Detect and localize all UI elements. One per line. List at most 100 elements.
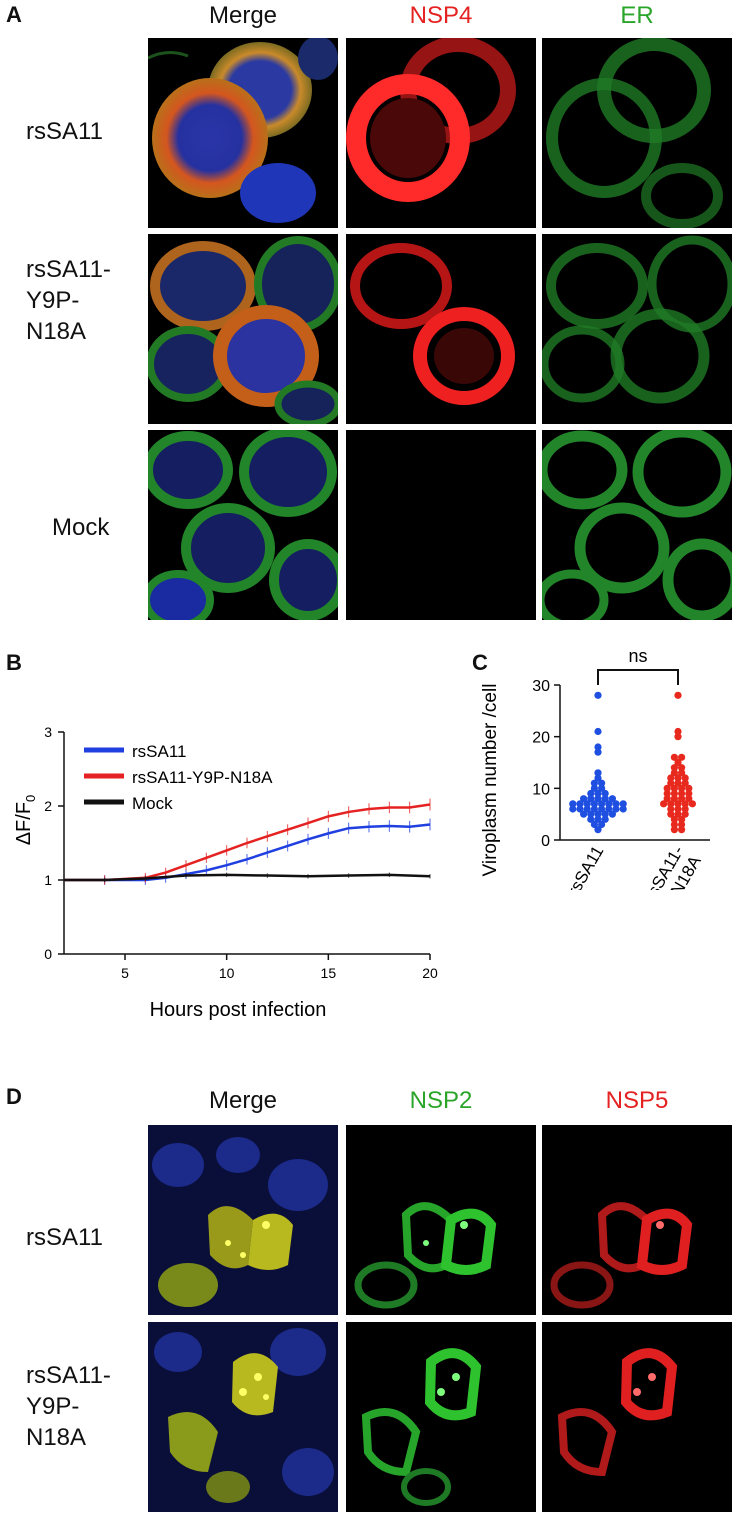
- panel-c-point-1: [674, 800, 682, 808]
- micrograph-a-mutant-nsp4: [346, 234, 536, 424]
- panel-c-point-1: [667, 810, 675, 818]
- panel-a-row-label-3: Mock: [52, 512, 109, 543]
- panel-letter-d: D: [6, 1084, 22, 1109]
- panel-d-col-nsp5: NSP5: [605, 1087, 669, 1114]
- panel-c-point-0: [580, 795, 588, 803]
- panel-c-point-0: [576, 800, 584, 808]
- panel-c-point-0: [608, 810, 616, 818]
- micrograph-a-rssa11-nsp4: [346, 38, 536, 228]
- panel-d-col-merge: Merge: [208, 1087, 278, 1114]
- panel-c-point-0: [598, 820, 606, 829]
- panel-c-point-1: [681, 810, 689, 818]
- panel-c-ylabel: Viroplasm number /cell: [480, 684, 501, 877]
- panel-c-point-1: [678, 789, 686, 798]
- panel-c-point-1: [681, 800, 689, 808]
- panel-c-point-0: [587, 810, 595, 818]
- panel-c-point-1: [674, 733, 682, 741]
- panel-c-point-0: [598, 800, 606, 808]
- panel-c-category-line: rsSA11: [564, 843, 608, 891]
- panel-d-row-label-2: rsSA11- Y9P- N18A: [26, 1360, 111, 1453]
- panel-c-point-0: [601, 810, 609, 818]
- row-label-line: Y9P-: [26, 287, 80, 314]
- panel-c-point-1: [670, 826, 678, 834]
- panel-c-point-1: [674, 774, 682, 782]
- panel-b-xtick-label: 10: [219, 965, 235, 981]
- row-label-line: Y9P-: [26, 1393, 80, 1420]
- panel-c-point-0: [594, 727, 602, 736]
- panel-c-point-1: [681, 779, 689, 787]
- panel-c-point-1: [667, 805, 675, 813]
- significance-bracket: [597, 669, 679, 685]
- panel-c-point-1: [678, 815, 686, 823]
- panel-c-point-1: [670, 820, 678, 829]
- panel-c-point-0: [590, 784, 598, 792]
- panel-c-point-0: [601, 789, 609, 798]
- row-label-line: N18A: [26, 318, 87, 345]
- panel-b-chart: 0 1 2 3 5 10 15 20 ΔF/F0 Hours post infection r…: [13, 724, 438, 1021]
- panel-c-point-1: [663, 789, 671, 798]
- panel-c-point-1: [681, 774, 689, 782]
- panel-c-point-1: [670, 784, 678, 792]
- panel-c-point-1: [674, 779, 682, 787]
- panel-c-point-0: [587, 795, 595, 803]
- panel-c-point-0: [590, 820, 598, 829]
- panel-c-point-0: [569, 800, 577, 808]
- panel-c-point-0: [580, 810, 588, 818]
- panel-c-point-1: [685, 795, 693, 803]
- panel-c-point-0: [598, 779, 606, 787]
- micrograph-d-mutant-merge: [148, 1322, 338, 1512]
- panel-c-point-1: [670, 764, 678, 772]
- panel-c-ytick-label: 10: [532, 781, 550, 798]
- panel-c-point-0: [569, 805, 577, 813]
- panel-c-point-1: [678, 764, 686, 772]
- panel-c-point-0: [594, 810, 602, 818]
- panel-letter-a: A: [6, 2, 22, 27]
- micrograph-d-rssa11-merge: [148, 1125, 338, 1315]
- panel-c-point-0: [576, 805, 584, 813]
- panel-c-point-1: [670, 815, 678, 823]
- panel-c-point-1: [674, 810, 682, 818]
- panel-c-point-0: [594, 691, 602, 699]
- panel-c-point-1: [660, 800, 668, 808]
- row-label-line: N18A: [26, 1424, 87, 1451]
- panel-c-point-0: [594, 789, 602, 798]
- panel-a-col-nsp4: NSP4: [409, 2, 473, 29]
- panel-c-point-1: [685, 784, 693, 792]
- panel-c-point-0: [587, 789, 595, 798]
- panel-c-point-0: [594, 769, 602, 777]
- panel-c-point-0: [590, 805, 598, 813]
- panel-c-point-0: [612, 800, 620, 808]
- panel-c-point-1: [667, 774, 675, 782]
- panel-c-point-0: [619, 800, 627, 808]
- panel-c-point-0: [619, 805, 627, 813]
- panel-d-col-nsp2: NSP2: [409, 1087, 473, 1114]
- panel-c-ytick-label: 30: [532, 678, 550, 695]
- micrograph-d-rssa11-nsp2: [346, 1125, 536, 1315]
- panel-c-point-1: [678, 753, 686, 761]
- legend-label-rssa11: rsSA11: [132, 742, 187, 761]
- panel-a-row-label-1: rsSA11: [26, 116, 103, 147]
- panel-b-xtick-label: 5: [121, 965, 129, 981]
- row-label-line: rsSA11-: [26, 256, 111, 283]
- panel-c-point-0: [587, 815, 595, 823]
- panel-c-point-0: [594, 748, 602, 756]
- panel-c-point-0: [605, 805, 613, 813]
- panel-c-point-1: [667, 800, 675, 808]
- panel-b-legend: rsSA11 rsSA11-Y9P-N18A Mock: [84, 742, 273, 813]
- panel-c-point-0: [583, 800, 591, 808]
- legend-label-mutant: rsSA11-Y9P-N18A: [132, 768, 273, 787]
- panel-a-col-er: ER: [620, 2, 654, 29]
- panel-c-point-1: [670, 789, 678, 798]
- panel-c-point-1: [667, 779, 675, 787]
- micrograph-d-mutant-nsp5: [542, 1322, 732, 1512]
- panel-c-point-0: [590, 779, 598, 787]
- panel-c-ytick-label: 20: [532, 730, 550, 747]
- panel-c-point-1: [670, 795, 678, 803]
- panel-c-point-1: [674, 727, 682, 736]
- panel-c-point-1: [678, 826, 686, 834]
- panel-b-series-line-1: [64, 803, 431, 882]
- panel-c-point-0: [601, 795, 609, 803]
- panel-c-point-1: [674, 758, 682, 767]
- panel-c-point-1: [678, 795, 686, 803]
- row-label-line: rsSA11: [26, 118, 103, 145]
